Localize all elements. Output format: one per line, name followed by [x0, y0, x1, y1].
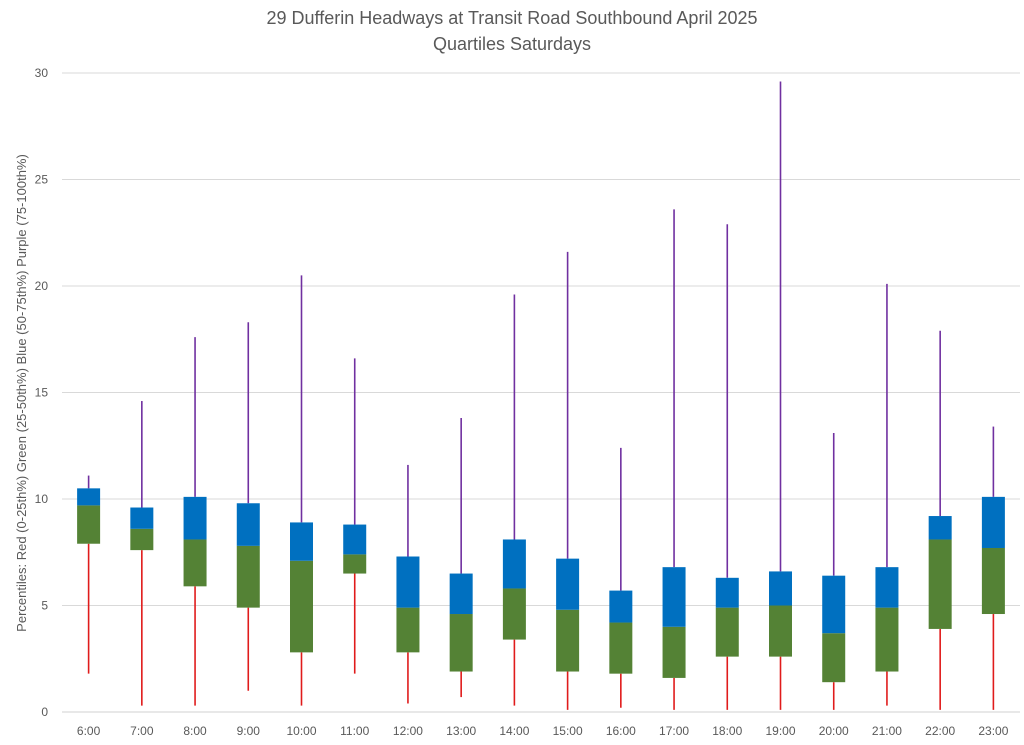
lower-box: [769, 605, 792, 657]
box-group-1700: [662, 209, 686, 710]
box-group-1800: [715, 224, 739, 710]
upper-box: [183, 496, 207, 540]
chart-title: 29 Dufferin Headways at Transit Road Sou…: [267, 8, 758, 28]
lower-box: [449, 614, 473, 672]
upper-box: [715, 577, 739, 608]
upper-box: [875, 567, 899, 608]
lower-box: [343, 554, 367, 574]
y-tick-label: 5: [41, 599, 48, 613]
box-group-1600: [609, 447, 633, 708]
upper-box: [662, 567, 686, 627]
box-group-700: [130, 401, 154, 706]
x-tick-label: 8:00: [183, 724, 207, 738]
y-tick-label: 0: [41, 705, 48, 719]
box-group-1400: [502, 294, 526, 706]
lower-box: [715, 607, 739, 657]
lower-box: [556, 609, 580, 672]
chart-subtitle: Quartiles Saturdays: [433, 34, 591, 54]
lower-box: [981, 547, 1005, 615]
x-tick-label: 14:00: [499, 724, 529, 738]
box-group-1900: [769, 81, 792, 710]
x-tick-label: 11:00: [340, 724, 369, 738]
lower-box: [662, 626, 686, 678]
upper-box: [130, 507, 154, 529]
lower-box: [290, 560, 313, 653]
y-tick-label: 10: [35, 492, 49, 506]
box-group-2200: [928, 330, 952, 710]
upper-box: [449, 573, 473, 615]
lower-box: [183, 539, 207, 587]
upper-box: [77, 488, 101, 506]
x-tick-label: 10:00: [286, 724, 316, 738]
upper-box: [290, 522, 313, 561]
x-tick-label: 19:00: [765, 724, 795, 738]
y-tick-label: 30: [35, 66, 49, 80]
x-tick-label: 13:00: [446, 724, 476, 738]
x-tick-label: 21:00: [872, 724, 902, 738]
lower-box: [928, 539, 952, 629]
gridlines: [62, 72, 1020, 713]
box-group-1000: [290, 275, 313, 706]
upper-box: [502, 539, 526, 589]
box-group-1200: [396, 464, 420, 704]
upper-box: [822, 575, 846, 634]
lower-box: [77, 505, 101, 544]
box-group-1500: [556, 251, 580, 710]
boxes: [77, 81, 1005, 710]
box-group-900: [236, 322, 260, 691]
x-tick-label: 6:00: [77, 724, 101, 738]
y-tick-labels: 0 5 10 15 20 25 30: [35, 66, 49, 719]
y-tick-label: 15: [35, 386, 49, 400]
upper-box: [769, 571, 792, 606]
y-tick-label: 20: [35, 279, 49, 293]
x-tick-label: 18:00: [712, 724, 742, 738]
upper-box: [609, 590, 633, 623]
lower-box: [822, 633, 846, 683]
box-group-2100: [875, 283, 899, 706]
x-tick-label: 9:00: [237, 724, 261, 738]
lower-box: [396, 607, 420, 653]
box-group-1100: [343, 358, 367, 674]
box-group-2300: [981, 426, 1005, 710]
x-tick-label: 12:00: [393, 724, 423, 738]
lower-box: [502, 588, 526, 640]
x-tick-label: 17:00: [659, 724, 689, 738]
y-tick-label: 25: [35, 173, 49, 187]
box-group-800: [183, 337, 207, 706]
lower-box: [875, 607, 899, 672]
y-axis-label: Percentiles: Red (0-25th%) Green (25-50t…: [14, 154, 29, 632]
box-group-1300: [449, 418, 473, 698]
lower-box: [130, 528, 154, 551]
x-tick-label: 15:00: [553, 724, 583, 738]
x-tick-label: 16:00: [606, 724, 636, 738]
upper-box: [928, 516, 952, 540]
upper-box: [396, 556, 420, 608]
upper-box: [981, 496, 1005, 548]
box-group-2000: [822, 432, 846, 710]
x-tick-label: 7:00: [130, 724, 154, 738]
upper-box: [343, 524, 367, 555]
lower-box: [236, 545, 260, 608]
upper-box: [556, 558, 580, 610]
x-tick-labels: 6:00 7:00 8:00 9:00 10:00 11:00 12:00 13:00 14:0…: [77, 724, 1009, 738]
lower-box: [609, 622, 633, 674]
box-group-600: [77, 475, 101, 674]
x-tick-label: 23:00: [978, 724, 1008, 738]
upper-box: [236, 503, 260, 546]
x-tick-label: 22:00: [925, 724, 955, 738]
x-tick-label: 20:00: [819, 724, 849, 738]
